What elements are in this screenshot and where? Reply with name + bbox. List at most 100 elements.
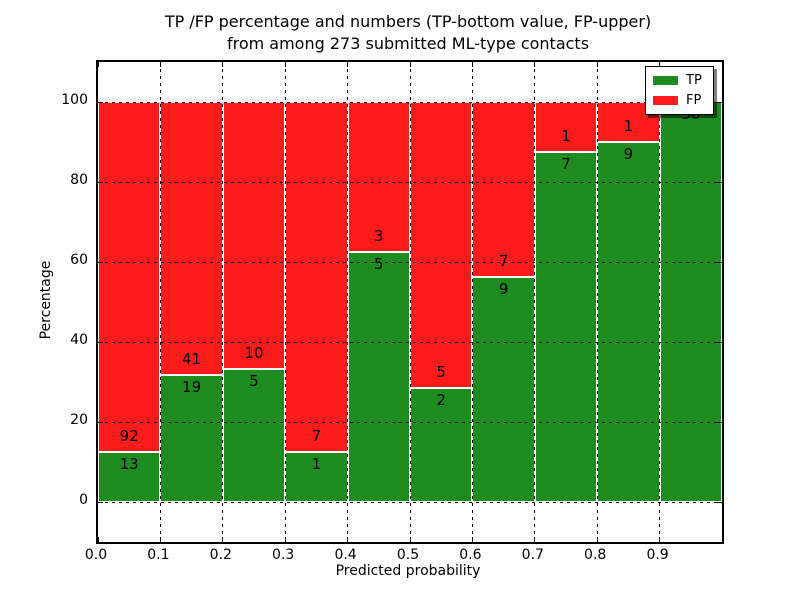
- bar-count-label-tp: 9: [498, 280, 509, 298]
- chart-title-line2: from among 273 submitted ML-type contact…: [226, 34, 590, 53]
- x-tick-mark: [596, 62, 598, 67]
- chart-title: TP /FP percentage and numbers (TP-bottom…: [96, 11, 720, 55]
- y-tick-mark: [717, 341, 722, 343]
- bar-count-label-tp: 9: [623, 145, 634, 163]
- x-tick-mark: [222, 62, 224, 67]
- x-tick-label: 0.9: [646, 547, 669, 563]
- x-tick-label: 0.2: [209, 547, 232, 563]
- legend-item-tp: TP: [653, 72, 706, 89]
- y-tick-label: 0: [79, 492, 88, 508]
- grid-layer: [98, 62, 722, 542]
- x-gridline: [659, 62, 661, 542]
- bar-count-labels-layer: 9213411910571355279171936: [98, 62, 722, 542]
- bar-segment-fp: [222, 102, 286, 369]
- bar-segment-tp: [285, 452, 348, 502]
- x-axis-label: Predicted probability: [335, 563, 481, 579]
- bar-segment-tp: [222, 368, 286, 502]
- x-tick-mark: [222, 537, 224, 542]
- plot-area: 9213411910571355279171936: [96, 60, 724, 544]
- y-tick-mark: [717, 261, 722, 263]
- y-tick-mark: [98, 341, 103, 343]
- x-gridline: [347, 62, 349, 542]
- y-tick-mark: [98, 101, 103, 103]
- bar-count-label-fp: 10: [244, 343, 264, 362]
- x-tick-mark: [159, 62, 161, 67]
- bar-segment-tp: [597, 142, 660, 502]
- bar-segment-tp: [160, 375, 223, 502]
- bar-count-label-fp: 92: [119, 427, 139, 446]
- y-axis-label: Percentage: [38, 260, 54, 340]
- x-tick-mark: [471, 62, 473, 67]
- x-tick-label: 0.6: [459, 547, 482, 563]
- x-tick-mark: [409, 62, 411, 67]
- bar-segment-tp: [347, 252, 410, 502]
- x-tick-mark: [471, 537, 473, 542]
- y-tick-mark: [98, 501, 103, 503]
- bar-count-label-tp: 2: [436, 390, 446, 409]
- bar-count-label-tp: 7: [561, 155, 571, 173]
- legend-swatch-fp-icon: [653, 96, 678, 105]
- x-tick-mark: [97, 537, 99, 542]
- x-gridline: [596, 62, 598, 542]
- legend: TP FP: [645, 66, 714, 115]
- x-gridline: [159, 62, 161, 542]
- bar-segment-tp: [410, 387, 473, 502]
- chart-title-line1: TP /FP percentage and numbers (TP-bottom…: [164, 12, 652, 31]
- y-tick-mark: [98, 261, 103, 263]
- x-tick-mark: [534, 537, 536, 542]
- x-tick-mark: [97, 62, 99, 67]
- x-tick-label: 0.5: [396, 547, 420, 563]
- x-tick-mark: [159, 537, 161, 542]
- x-tick-mark: [409, 537, 411, 542]
- x-tick-mark: [284, 62, 286, 67]
- bar-segment-fp: [285, 102, 348, 452]
- bar-segment-fp: [347, 102, 410, 252]
- bar-segment-fp: [534, 102, 598, 152]
- x-tick-mark: [534, 62, 536, 67]
- x-tick-mark: [284, 537, 286, 542]
- x-tick-label: 0.4: [334, 547, 357, 563]
- y-tick-mark: [98, 181, 103, 183]
- x-tick-mark: [347, 62, 349, 67]
- bar-count-label-fp: 7: [498, 252, 509, 270]
- y-tick-mark: [717, 501, 722, 503]
- bar-count-label-fp: 7: [311, 427, 322, 445]
- x-tick-label: 0.3: [272, 547, 295, 563]
- y-tick-label: 40: [70, 332, 88, 348]
- bar-count-label-fp: 41: [182, 350, 202, 369]
- legend-label-fp: FP: [686, 93, 702, 108]
- bar-segment-fp: [597, 102, 660, 142]
- bar-segment-fp: [98, 102, 161, 453]
- bar-segment-tp: [98, 452, 161, 502]
- y-tick-mark: [717, 181, 722, 183]
- x-gridline: [471, 62, 473, 542]
- bar-segment-tp: [534, 152, 598, 502]
- bar-count-label-tp: 19: [182, 378, 202, 397]
- bar-segment-fp: [472, 102, 535, 277]
- bar-count-label-fp: 3: [374, 227, 384, 245]
- x-tick-label: 0.8: [584, 547, 607, 563]
- x-tick-label: 0.1: [147, 547, 170, 563]
- y-tick-label: 60: [70, 252, 88, 268]
- legend-label-tp: TP: [686, 73, 702, 88]
- bar-segment-fp: [160, 102, 223, 376]
- bar-count-label-tp: 13: [119, 455, 139, 474]
- x-gridline: [222, 62, 224, 542]
- y-tick-label: 20: [70, 412, 88, 428]
- y-tick-mark: [717, 421, 722, 423]
- bar-count-label-fp: 1: [561, 127, 571, 145]
- axis-ticks-layer: [97, 62, 722, 542]
- y-tick-mark: [717, 101, 722, 103]
- legend-item-fp: FP: [653, 92, 706, 109]
- bar-segment-tp: [659, 102, 722, 502]
- x-tick-mark: [659, 537, 661, 542]
- x-gridline: [534, 62, 536, 542]
- y-tick-label: 80: [70, 172, 88, 188]
- x-tick-mark: [347, 537, 349, 542]
- y-tick-label: 100: [61, 92, 88, 108]
- x-tick-label: 0.7: [521, 547, 544, 563]
- x-gridline: [409, 62, 411, 542]
- x-tick-mark: [596, 537, 598, 542]
- x-tick-label: 0.0: [84, 547, 108, 563]
